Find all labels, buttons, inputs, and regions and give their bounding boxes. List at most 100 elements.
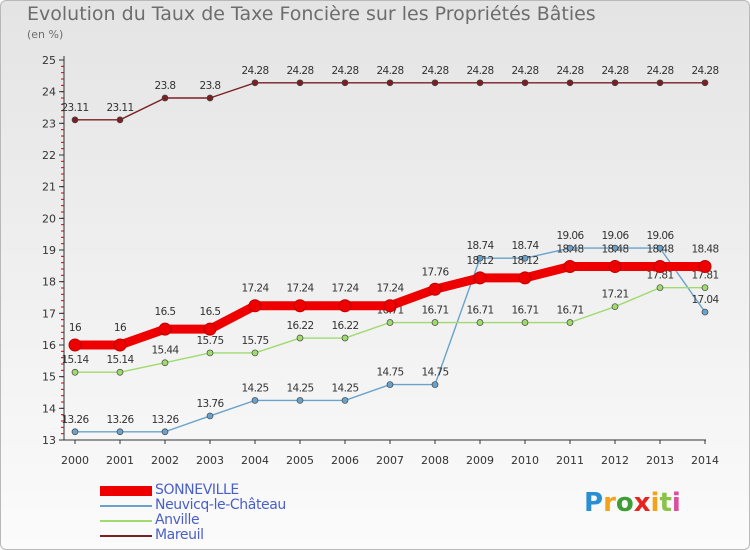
data-point xyxy=(428,282,442,296)
y-tick-label: 13 xyxy=(42,434,56,447)
data-point xyxy=(566,319,574,326)
data-label: 14.25 xyxy=(286,382,313,394)
data-label: 16 xyxy=(69,322,82,334)
legend-item-sonneville: SONNEVILLE xyxy=(100,482,360,498)
data-point xyxy=(611,244,619,252)
data-label: 17.04 xyxy=(691,294,719,306)
data-point xyxy=(161,94,169,102)
data-label: 18.12 xyxy=(511,255,538,267)
data-point xyxy=(431,79,439,87)
data-label: 15.75 xyxy=(196,335,223,347)
legend-label-mareuil: Mareuil xyxy=(155,527,204,543)
x-tick-label: 2005 xyxy=(286,454,314,467)
data-point xyxy=(338,299,352,313)
data-point xyxy=(116,116,124,124)
logo-letter: t xyxy=(659,488,672,518)
data-point xyxy=(473,271,487,285)
data-point xyxy=(251,349,259,357)
y-tick-label: 22 xyxy=(42,149,56,162)
data-point xyxy=(566,79,574,87)
logo-letter: o xyxy=(615,488,634,518)
data-point xyxy=(293,299,307,313)
data-point xyxy=(296,334,304,342)
x-tick-label: 2012 xyxy=(601,454,629,467)
data-label: 24.28 xyxy=(286,65,313,77)
y-tick-label: 16 xyxy=(42,339,56,352)
x-tick-label: 2013 xyxy=(646,454,674,467)
data-label: 14.75 xyxy=(421,367,448,379)
data-label: 15.44 xyxy=(151,345,179,357)
data-point xyxy=(116,368,124,376)
proxiti-logo: Proxiti xyxy=(584,488,681,518)
data-label: 24.28 xyxy=(421,65,448,77)
y-tick-label: 18 xyxy=(42,276,56,289)
logo-letter: x xyxy=(633,488,651,518)
legend-label-neuvicq: Neuvicq-le-Château xyxy=(155,497,286,513)
data-label: 15.14 xyxy=(61,354,89,366)
data-point xyxy=(296,397,304,404)
x-tick-label: 2007 xyxy=(376,454,404,467)
data-label: 19.06 xyxy=(646,230,674,242)
data-label: 24.28 xyxy=(556,65,583,77)
legend-swatch-anville xyxy=(100,520,152,522)
data-point xyxy=(248,299,262,313)
x-tick-label: 2004 xyxy=(241,454,269,467)
data-point xyxy=(386,381,394,388)
data-label: 14.75 xyxy=(376,367,403,379)
data-point xyxy=(656,79,664,87)
data-point xyxy=(206,94,214,102)
data-point xyxy=(251,79,259,87)
data-point xyxy=(611,303,619,311)
data-label: 16.71 xyxy=(466,305,493,317)
logo-letter: i xyxy=(650,488,660,518)
data-label: 17.81 xyxy=(646,270,673,282)
x-tick-label: 2014 xyxy=(691,454,719,467)
data-point xyxy=(431,381,439,388)
data-label: 13.26 xyxy=(106,414,134,426)
logo-letter: i xyxy=(671,488,681,518)
data-label: 24.28 xyxy=(691,65,718,77)
data-point xyxy=(71,116,79,124)
data-label: 23.11 xyxy=(106,102,133,114)
data-label: 24.28 xyxy=(601,65,628,77)
data-point xyxy=(701,284,709,292)
data-point xyxy=(251,397,259,404)
data-label: 18.48 xyxy=(646,243,673,255)
data-point xyxy=(158,322,172,336)
y-tick-label: 14 xyxy=(42,402,56,415)
data-point xyxy=(656,284,664,292)
data-point xyxy=(386,79,394,87)
data-label: 16.71 xyxy=(421,305,448,317)
data-point xyxy=(296,79,304,87)
data-label: 17.76 xyxy=(421,266,449,278)
y-tick-label: 21 xyxy=(42,181,56,194)
x-tick-label: 2010 xyxy=(511,454,539,467)
x-tick-label: 2006 xyxy=(331,454,359,467)
legend-swatch-neuvicq xyxy=(100,505,152,507)
data-label: 17.81 xyxy=(691,270,718,282)
data-label: 24.28 xyxy=(466,65,493,77)
logo-letter: r xyxy=(603,488,616,518)
data-label: 18.48 xyxy=(556,243,583,255)
data-point xyxy=(161,359,169,367)
data-label: 18.74 xyxy=(511,240,539,252)
legend-label-anville: Anville xyxy=(155,512,200,528)
y-tick-label: 20 xyxy=(42,212,56,225)
x-tick-label: 2002 xyxy=(151,454,179,467)
data-point xyxy=(341,79,349,87)
logo-letter: P xyxy=(584,488,604,518)
data-label: 16 xyxy=(114,322,127,334)
data-label: 15.75 xyxy=(241,335,268,347)
data-label: 24.28 xyxy=(331,65,358,77)
x-tick-label: 2003 xyxy=(196,454,224,467)
data-point xyxy=(611,79,619,87)
data-label: 24.28 xyxy=(376,65,403,77)
data-label: 24.28 xyxy=(511,65,538,77)
data-point xyxy=(521,79,529,87)
legend-item-neuvicq: Neuvicq-le-Château xyxy=(100,497,360,513)
series-line xyxy=(74,247,706,433)
chart-title: Evolution du Taux de Taxe Foncière sur l… xyxy=(27,3,596,25)
x-tick-label: 2008 xyxy=(421,454,449,467)
